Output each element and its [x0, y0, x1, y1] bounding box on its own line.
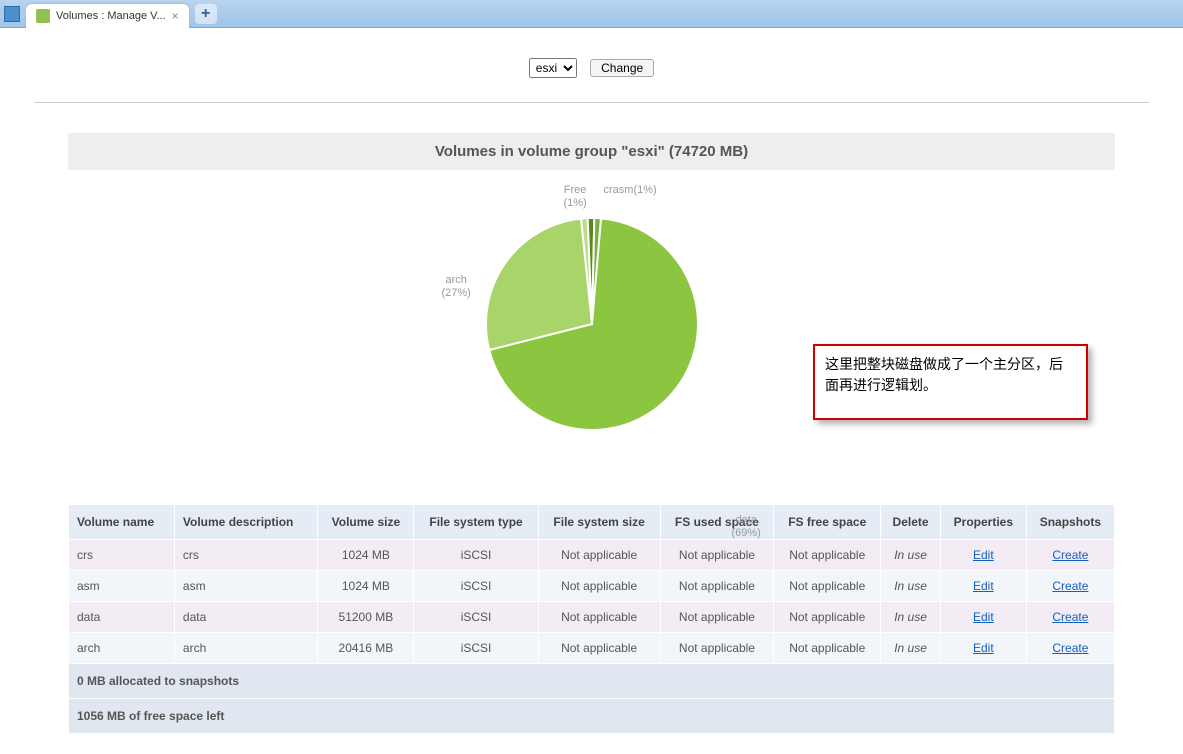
- vg-select[interactable]: esxi: [529, 58, 577, 78]
- footer-text: 1056 MB of free space left: [69, 699, 1115, 734]
- new-tab-button[interactable]: +: [195, 4, 217, 24]
- edit-link[interactable]: Edit: [973, 548, 994, 562]
- divider: [34, 102, 1149, 103]
- volumes-table: Volume nameVolume descriptionVolume size…: [68, 504, 1115, 734]
- col-volume-size: Volume size: [318, 505, 414, 540]
- pie-label-crs: crasm(1%): [604, 184, 657, 197]
- tab-favicon-icon: [36, 9, 50, 23]
- col-file-system-size: File system size: [538, 505, 660, 540]
- change-button[interactable]: Change: [590, 59, 654, 77]
- tab-close-icon[interactable]: ×: [172, 9, 179, 23]
- pie-label-data: data(69%): [732, 514, 761, 540]
- edit-link[interactable]: Edit: [973, 610, 994, 624]
- browser-menu-icon[interactable]: [4, 6, 20, 22]
- col-file-system-type: File system type: [414, 505, 538, 540]
- table-row: asmasm1024 MBiSCSINot applicableNot appl…: [69, 571, 1115, 602]
- create-snapshot-link[interactable]: Create: [1052, 641, 1088, 655]
- col-volume-name: Volume name: [69, 505, 175, 540]
- pie-chart-area: data(69%)arch(27%)Free(1%)crasm(1%) 这里把整…: [10, 194, 1173, 474]
- col-snapshots: Snapshots: [1026, 505, 1114, 540]
- page: esxi Change Volumes in volume group "esx…: [0, 28, 1183, 754]
- edit-link[interactable]: Edit: [973, 641, 994, 655]
- annotation-callout: 这里把整块磁盘做成了一个主分区，后面再进行逻辑划。: [813, 344, 1088, 420]
- table-row: archarch20416 MBiSCSINot applicableNot a…: [69, 633, 1115, 664]
- footer-text: 0 MB allocated to snapshots: [69, 664, 1115, 699]
- tab-bar: Volumes : Manage V... × +: [26, 0, 217, 27]
- table-header-row: Volume nameVolume descriptionVolume size…: [69, 505, 1115, 540]
- table-row: datadata51200 MBiSCSINot applicableNot a…: [69, 602, 1115, 633]
- pie-chart: data(69%)arch(27%)Free(1%)crasm(1%): [482, 214, 702, 437]
- pie-label-arch: arch(27%): [442, 274, 471, 300]
- table-row: crscrs1024 MBiSCSINot applicableNot appl…: [69, 540, 1115, 571]
- edit-link[interactable]: Edit: [973, 579, 994, 593]
- col-delete: Delete: [881, 505, 941, 540]
- col-fs-free-space: FS free space: [774, 505, 881, 540]
- create-snapshot-link[interactable]: Create: [1052, 579, 1088, 593]
- create-snapshot-link[interactable]: Create: [1052, 610, 1088, 624]
- browser-chrome: Volumes : Manage V... × +: [0, 0, 1183, 28]
- section-title: Volumes in volume group "esxi" (74720 MB…: [68, 133, 1115, 170]
- table-footer-snapshots: 0 MB allocated to snapshots: [69, 664, 1115, 699]
- create-snapshot-link[interactable]: Create: [1052, 548, 1088, 562]
- col-properties: Properties: [940, 505, 1026, 540]
- pie-label-Free: Free(1%): [564, 184, 587, 210]
- table-footer-freespace: 1056 MB of free space left: [69, 699, 1115, 734]
- tab-title: Volumes : Manage V...: [56, 10, 166, 22]
- browser-tab[interactable]: Volumes : Manage V... ×: [26, 4, 189, 28]
- col-volume-description: Volume description: [174, 505, 317, 540]
- vg-selector-row: esxi Change: [10, 28, 1173, 102]
